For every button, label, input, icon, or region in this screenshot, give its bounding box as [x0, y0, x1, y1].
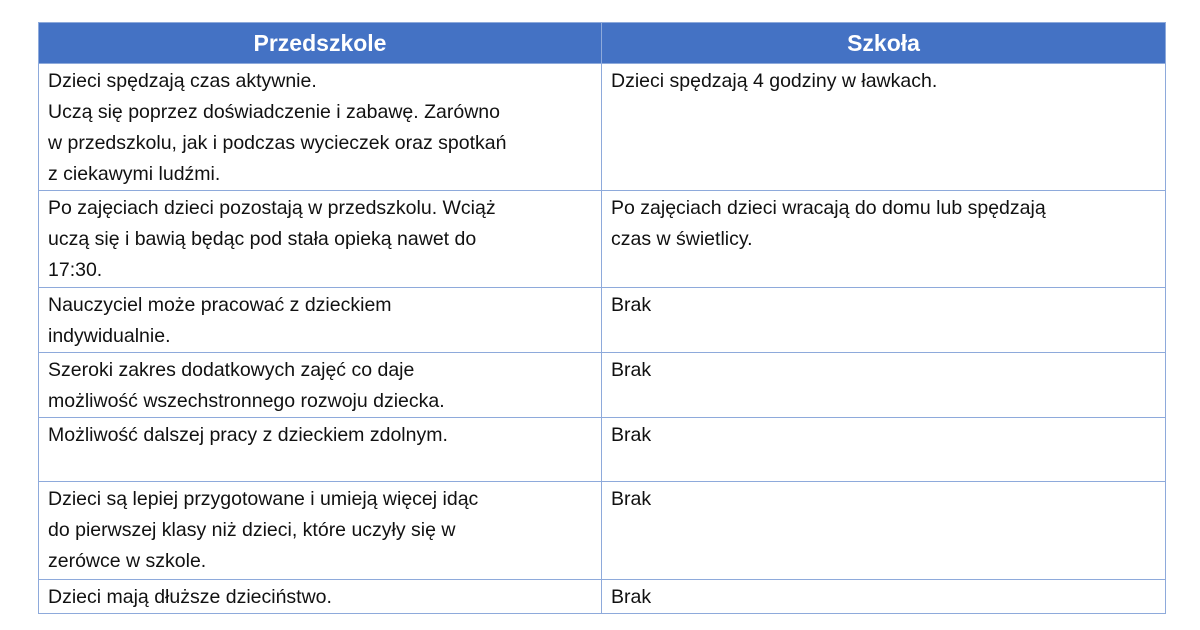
- table-row: Szeroki zakres dodatkowych zajęć co daje…: [38, 352, 1166, 418]
- cell-szkola: Brak: [601, 417, 1166, 482]
- table-row: Po zajęciach dzieci pozostają w przedszk…: [38, 190, 1166, 288]
- cell-przedszkole: Dzieci mają dłuższe dzieciństwo.: [38, 579, 602, 614]
- cell-szkola: Brak: [601, 481, 1166, 580]
- table-row: Dzieci spędzają czas aktywnie. Uczą się …: [38, 63, 1166, 191]
- comparison-table: Przedszkole Szkoła Dzieci spędzają czas …: [38, 22, 1166, 614]
- cell-przedszkole: Dzieci są lepiej przygotowane i umieją w…: [38, 481, 602, 580]
- header-row: Przedszkole Szkoła: [38, 22, 1166, 64]
- cell-przedszkole: Dzieci spędzają czas aktywnie. Uczą się …: [38, 63, 602, 191]
- cell-szkola: Dzieci spędzają 4 godziny w ławkach.: [601, 63, 1166, 191]
- table-row: Dzieci są lepiej przygotowane i umieją w…: [38, 481, 1166, 580]
- table-row: Dzieci mają dłuższe dzieciństwo. Brak: [38, 579, 1166, 614]
- header-szkola: Szkoła: [601, 22, 1166, 64]
- cell-przedszkole: Nauczyciel może pracować z dzieckiem ind…: [38, 287, 602, 353]
- cell-przedszkole: Po zajęciach dzieci pozostają w przedszk…: [38, 190, 602, 288]
- cell-szkola: Brak: [601, 352, 1166, 418]
- cell-szkola: Brak: [601, 287, 1166, 353]
- table-row: Możliwość dalszej pracy z dzieckiem zdol…: [38, 417, 1166, 482]
- table-row: Nauczyciel może pracować z dzieckiem ind…: [38, 287, 1166, 353]
- cell-przedszkole: Możliwość dalszej pracy z dzieckiem zdol…: [38, 417, 602, 482]
- cell-szkola: Po zajęciach dzieci wracają do domu lub …: [601, 190, 1166, 288]
- cell-przedszkole: Szeroki zakres dodatkowych zajęć co daje…: [38, 352, 602, 418]
- cell-szkola: Brak: [601, 579, 1166, 614]
- header-przedszkole: Przedszkole: [38, 22, 602, 64]
